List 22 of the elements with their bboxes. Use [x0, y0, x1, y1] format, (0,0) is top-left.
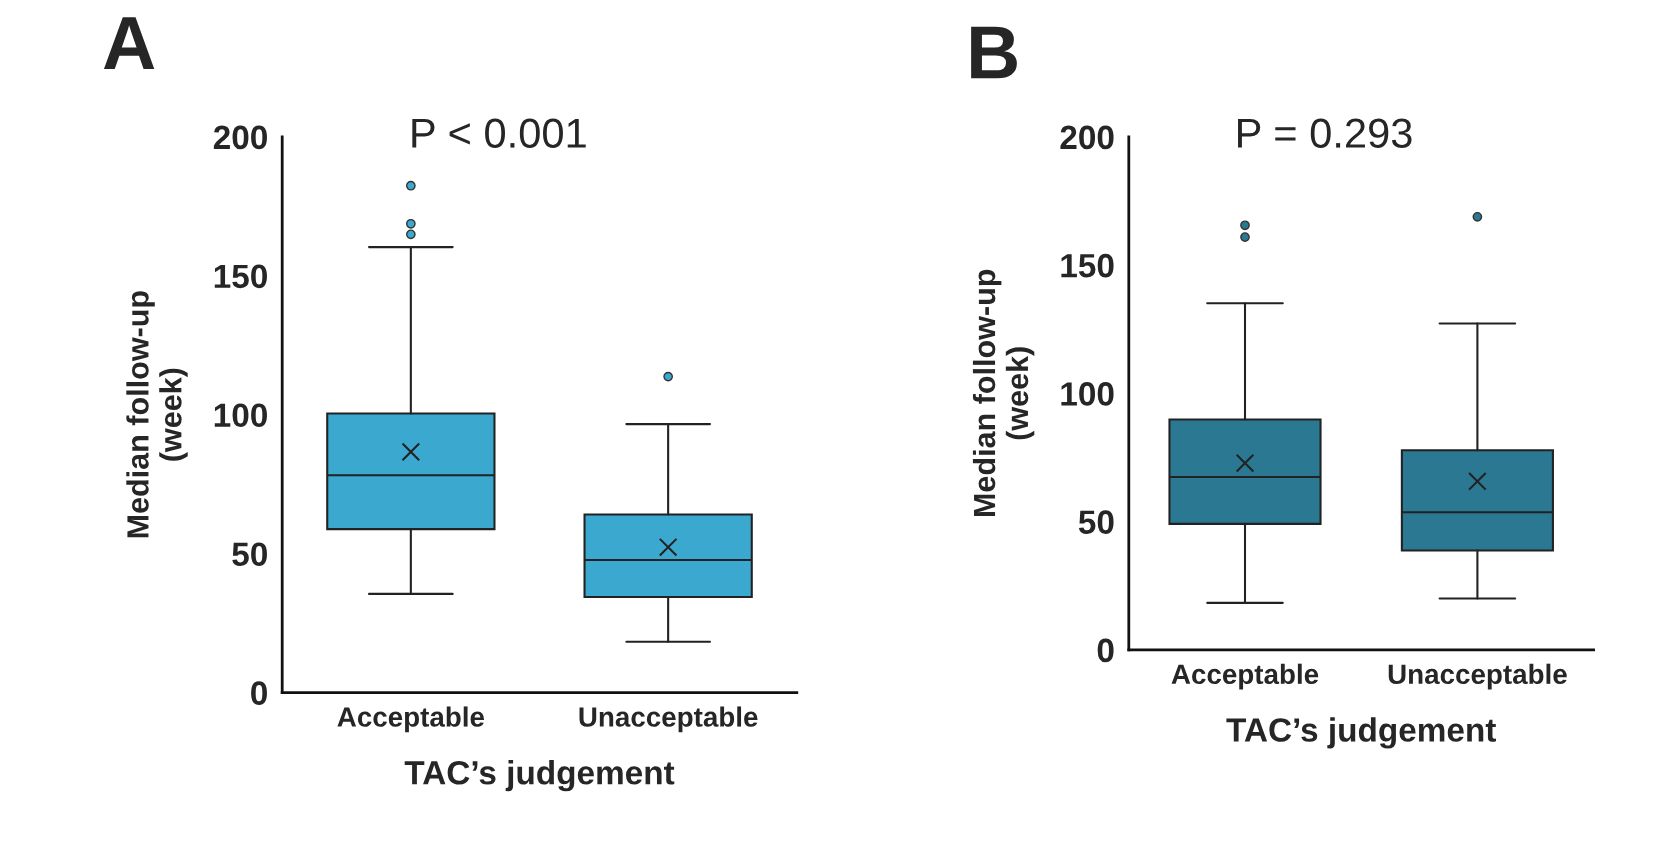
y-tick-label: 100	[214, 403, 267, 428]
chart-title: A	[103, 17, 155, 69]
y-axis-title: Median follow-up (week)	[972, 269, 1035, 516]
y-tick-label: 150	[214, 264, 267, 289]
chart-title: B	[971, 26, 1017, 79]
y-tick-label: 50	[1078, 510, 1114, 534]
x-tick-label: Unacceptable	[1388, 663, 1567, 690]
x-tick-label: Acceptable	[1171, 663, 1319, 690]
y-tick-label: 50	[232, 542, 267, 567]
x-axis-title: TAC’s judgement	[404, 760, 675, 792]
annotation: P = 0.293	[1238, 118, 1412, 148]
x-axis-title: TAC’s judgement	[1226, 717, 1496, 749]
annotation: P < 0.001	[412, 118, 586, 148]
y-tick-label: 0	[1097, 638, 1114, 663]
y-tick-label: 200	[213, 125, 267, 150]
x-tick-label: Unacceptable	[579, 706, 758, 733]
y-tick-label: 100	[1061, 382, 1114, 406]
y-tick-label: 0	[251, 681, 267, 705]
x-tick-label: Acceptable	[337, 706, 485, 733]
y-tick-label: 200	[1060, 125, 1114, 150]
y-tick-label: 150	[1061, 253, 1114, 278]
y-axis-title: Median follow-up (week)	[126, 291, 188, 538]
